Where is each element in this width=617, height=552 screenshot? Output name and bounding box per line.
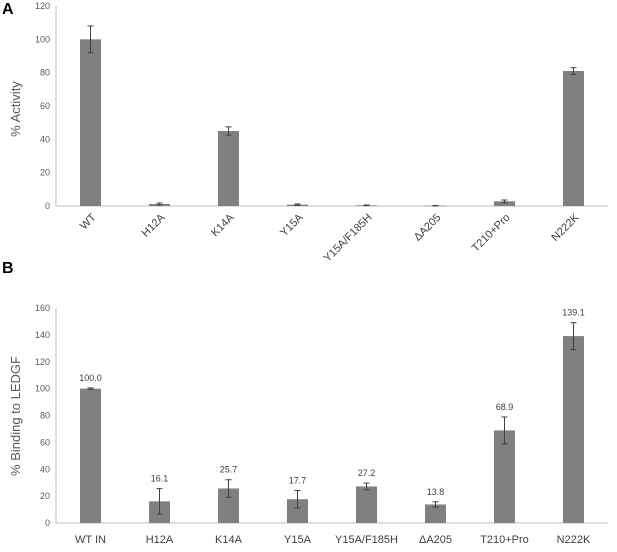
panel-a-y-tick-label: 20 [40,168,50,178]
panel-b-data-label: 16.1 [151,474,169,484]
panel-a-y-tick-label: 100 [35,34,50,44]
panel-b-data-label: 68.9 [496,402,514,412]
panel-b-category-label: N222K [557,534,591,546]
panel-b-data-label: 17.7 [289,475,307,485]
panel-a-chart: 0 20 40 60 80 100 120 WT H12A K14A Y15A Y15A/F185H Δ… [35,1,608,265]
panel-b-data-label: 27.2 [358,468,376,478]
panel-b-data-label: 13.8 [427,487,445,497]
panel-b-category-label: Y15A [284,534,312,546]
panel-a-bar [494,201,515,206]
panel-a-category-label: Y15A/F185H [322,212,375,265]
panel-a-category-label: N222K [549,211,582,244]
panel-a-bar [80,39,101,207]
panel-b-y-tick-label: 20 [40,491,50,501]
panel-b-category-label: T210+Pro [480,534,529,546]
panel-b-bar [287,499,308,523]
panel-a-y-tick-label: 60 [40,101,50,111]
panel-b-y-tick-label: 0 [45,518,50,528]
panel-b-bar [218,488,239,523]
panel-a-y-tick-label: 0 [45,201,50,211]
panel-a-bar [563,71,584,206]
panel-b-y-tick-label: 120 [35,357,50,367]
panel-b-label: B [2,260,14,277]
panel-b-y-tick-label: 60 [40,437,50,447]
panel-a-category-label: K14A [209,211,237,239]
panel-b-category-label: WT IN [75,534,106,546]
panel-a-category-label: Y15A [278,211,306,239]
panel-a-category-label: WT [78,211,99,232]
panel-b-bar [425,504,446,523]
panel-b-category-label: K14A [215,534,243,546]
panel-b-bar [80,388,101,523]
panel-b-y-tick-label: 100 [35,384,50,394]
panel-b-data-label: 139.1 [562,308,585,318]
panel-a-label: A [2,1,14,18]
panel-b-chart: 0 20 40 60 80 100 120 140 160 100.0 WT IN 16.1 H12A 2… [35,303,608,546]
panel-b-category-label: H12A [146,534,174,546]
panel-a-y-tick-label: 40 [40,134,50,144]
panel-a-category-label: T210+Pro [470,212,513,255]
panel-a-bar [218,131,239,206]
panel-b-bar [356,486,377,523]
panel-a-y-axis-title: % Activity [8,81,23,137]
panel-a-category-label: ΔA205 [412,212,444,244]
panel-b-bar [494,430,515,523]
panel-b-data-label: 25.7 [220,465,238,475]
panel-b-y-tick-label: 40 [40,464,50,474]
panel-b-y-tick-label: 140 [35,330,50,340]
panel-b-y-tick-label: 80 [40,411,50,421]
panel-b-y-tick-label: 160 [35,303,50,313]
panel-a-y-tick-label: 80 [40,68,50,78]
panel-b-y-axis-title: % Binding to LEDGF [8,356,23,476]
panel-b-data-label: 100.0 [79,373,102,383]
panel-b-bar [563,336,584,523]
panel-a-category-label: H12A [140,211,168,239]
panel-a-y-tick-label: 120 [35,1,50,11]
panel-b-category-label: Y15A/F185H [335,534,398,546]
panel-b-category-label: ΔA205 [419,534,452,546]
